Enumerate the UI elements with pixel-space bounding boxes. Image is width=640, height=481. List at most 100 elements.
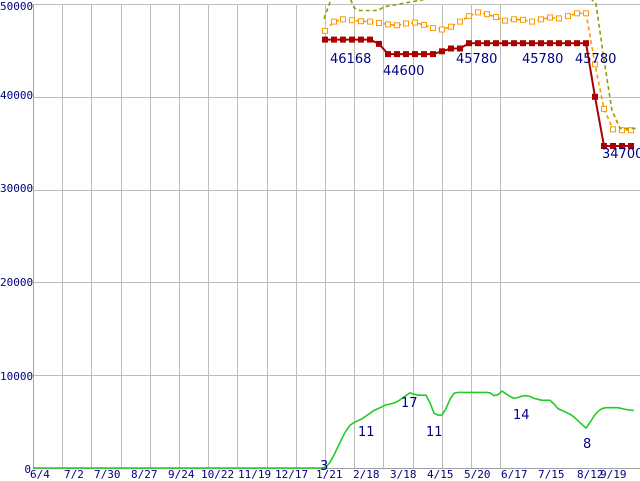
x-tick-label: 7/30 — [94, 468, 121, 481]
x-tick-label: 9/19 — [600, 468, 627, 481]
series-marker-dark-red-series — [403, 51, 409, 58]
data-label: 11 — [358, 425, 375, 440]
x-tick-label: 8/12 — [577, 468, 604, 481]
x-tick-label: 10/22 — [201, 468, 235, 481]
data-label: 44600 — [383, 64, 425, 79]
series-marker-orange-dashed-series — [421, 21, 427, 28]
x-tick-label: 5/20 — [464, 468, 491, 481]
series-marker-orange-dashed-series — [367, 18, 373, 25]
series-marker-orange-dashed-series — [394, 22, 400, 29]
x-tick-label: 9/24 — [168, 468, 195, 481]
data-label: 8 — [583, 437, 592, 452]
series-marker-dark-red-series — [511, 40, 517, 47]
series-marker-dark-red-series — [349, 36, 355, 43]
series-marker-dark-red-series — [601, 143, 607, 149]
series-marker-dark-red-series — [439, 48, 445, 55]
data-label: 34700 — [602, 147, 640, 162]
series-marker-orange-dashed-series — [574, 10, 580, 17]
x-tick-label: 12/17 — [275, 468, 309, 481]
series-marker-orange-dashed-series — [583, 10, 589, 17]
series-marker-orange-dashed-series — [610, 126, 616, 133]
x-tick-label: 11/19 — [238, 468, 272, 481]
x-tick-label: 8/27 — [131, 468, 158, 481]
series-marker-orange-dashed-series — [529, 18, 535, 25]
grid-lines — [33, 4, 640, 469]
y-tick-label: 0 — [24, 463, 31, 476]
x-tick-label: 4/15 — [427, 468, 454, 481]
series-marker-orange-dashed-series — [565, 13, 571, 20]
axis-lines — [33, 4, 640, 469]
series-marker-dark-red-series — [502, 40, 508, 47]
series-marker-orange-dashed-series — [547, 14, 553, 21]
series-marker-orange-dashed-series — [385, 21, 391, 28]
series-marker-dark-red-series — [565, 40, 571, 47]
series-marker-orange-dashed-series — [403, 20, 409, 27]
series-marker-dark-red-series — [556, 40, 562, 47]
series-marker-orange-dashed-series — [376, 20, 382, 26]
series-marker-orange-dashed-series — [520, 16, 526, 23]
series-marker-dark-red-series — [367, 36, 373, 43]
data-label: 11 — [426, 425, 443, 440]
series-marker-orange-dashed-series — [601, 105, 607, 112]
series-marker-dark-red-series — [394, 51, 400, 58]
series-marker-orange-dashed-series — [430, 25, 436, 32]
series-marker-dark-red-series — [574, 40, 580, 47]
data-label: 46168 — [330, 52, 372, 67]
series-line-orange-dashed-series — [324, 11, 631, 131]
series-marker-dark-red-series — [358, 36, 364, 43]
series-marker-dark-red-series — [340, 36, 346, 43]
series-marker-dark-red-series — [493, 40, 499, 47]
series-marker-orange-dashed-series — [448, 23, 454, 30]
series-marker-dark-red-series — [331, 36, 337, 43]
series-marker-orange-dashed-series — [358, 18, 364, 25]
data-label: 14 — [513, 408, 530, 423]
series-marker-dark-red-series — [520, 40, 526, 47]
x-tick-label: 3/18 — [390, 468, 417, 481]
data-label: 3 — [320, 459, 329, 474]
series-marker-dark-red-series — [466, 40, 472, 47]
series-marker-dark-red-series — [385, 51, 391, 58]
y-tick-label: 20000 — [0, 276, 34, 289]
series-marker-orange-dashed-series — [475, 9, 481, 16]
data-label: 45780 — [456, 52, 498, 67]
series-marker-orange-dashed-series — [538, 16, 544, 23]
series-line-green-series — [33, 390, 635, 469]
series-marker-dark-red-series — [484, 40, 490, 47]
series-marker-dark-red-series — [619, 143, 625, 149]
series-marker-dark-red-series — [475, 40, 481, 47]
series-marker-dark-red-series — [610, 143, 616, 149]
x-tick-label: 2/18 — [353, 468, 380, 481]
y-tick-label: 30000 — [0, 182, 34, 195]
series-marker-dark-red-series — [529, 40, 535, 47]
x-tick-label: 7/15 — [538, 468, 565, 481]
series-marker-orange-dashed-series — [502, 17, 508, 24]
x-tick-label: 6/4 — [30, 468, 50, 481]
series-marker-dark-red-series — [457, 45, 463, 52]
data-label: 45780 — [522, 52, 564, 67]
series-marker-orange-dashed-series — [619, 127, 625, 134]
series-marker-dark-red-series — [547, 40, 553, 47]
series-marker-orange-dashed-series — [484, 11, 490, 18]
series-marker-dark-red-series — [628, 143, 634, 149]
y-tick-label: 40000 — [0, 89, 34, 102]
series-marker-orange-dashed-series — [412, 19, 418, 26]
series-marker-orange-dashed-series — [331, 18, 337, 25]
series-marker-dark-red-series — [592, 93, 598, 100]
data-label: 17 — [401, 396, 418, 411]
series-marker-orange-dashed-series — [556, 15, 562, 22]
x-tick-label: 1/21 — [316, 468, 343, 481]
series-marker-dark-red-series — [583, 40, 589, 47]
series-line-olive-dashed-series — [323, 0, 636, 130]
x-tick-label: 6/17 — [501, 468, 528, 481]
series-marker-orange-dashed-series — [466, 13, 472, 20]
series-marker-dark-red-series — [430, 51, 436, 58]
series-lines — [33, 0, 636, 469]
y-tick-label: 50000 — [0, 0, 34, 13]
data-label: 45780 — [575, 52, 617, 67]
series-marker-dark-red-series — [538, 40, 544, 47]
series-marker-orange-dashed-series — [628, 127, 634, 134]
series-marker-dark-red-series — [448, 45, 454, 52]
y-tick-label: 10000 — [0, 370, 34, 383]
